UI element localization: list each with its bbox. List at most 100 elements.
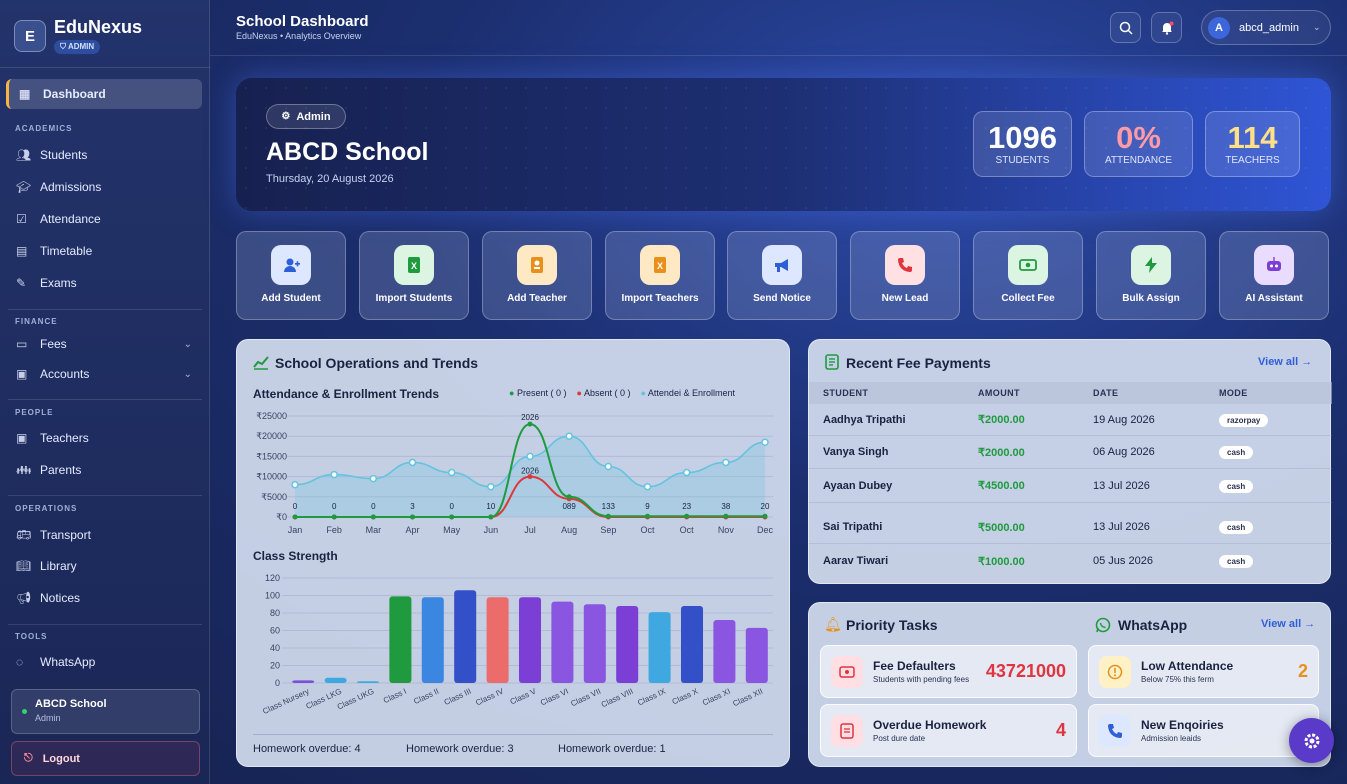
task-subtitle: Post dure date <box>873 734 926 743</box>
import-students-button[interactable]: X Import Students <box>359 231 469 320</box>
sidebar-item-students[interactable]: 👥︎ Students <box>6 140 202 170</box>
enrollment-point <box>369 474 378 483</box>
present-point <box>449 514 455 520</box>
student-name: Aarav Tiwari <box>823 555 889 567</box>
x-tick-label: Jul <box>524 525 536 535</box>
stat-value: 1096 <box>988 120 1057 155</box>
x-tick-label: Sep <box>600 525 616 535</box>
send-notice-button[interactable]: Send Notice <box>727 231 837 320</box>
sidebar-item-label: Exams <box>40 276 77 290</box>
sidebar-item-exams[interactable]: ✎ Exams <box>6 268 202 298</box>
table-row[interactable]: Vanya Singh ₹2000.00 06 Aug 2026 cash <box>809 436 1332 469</box>
sidebar-item-attendance[interactable]: ☑ Attendance <box>6 204 202 234</box>
mode-badge: cash <box>1219 479 1254 493</box>
x-tick-label: Jun <box>484 525 499 535</box>
sidebar-item-notices[interactable]: 📢︎ Notices <box>6 583 202 613</box>
table-icon: ▤ <box>16 244 28 258</box>
sidebar-item-whatsapp[interactable]: ◌ WhatsApp <box>6 647 202 677</box>
task-overdue-homework[interactable]: Overdue Homework Post dure date 4 <box>820 704 1077 757</box>
page-subtitle: EduNexus • Analytics Overview <box>236 31 362 41</box>
x-tick-label: Dec <box>757 525 774 535</box>
sidebar-item-accounts[interactable]: ▣ Accounts ⌄ <box>6 359 202 389</box>
priority-tasks-title: Priority Tasks <box>846 617 938 633</box>
add-student-button[interactable]: Add Student <box>236 231 346 320</box>
data-label: 089 <box>562 502 576 511</box>
sidebar-item-dashboard[interactable]: ▦ Dashboard <box>6 79 202 109</box>
table-row[interactable]: Aadhya Tripathi ₹2000.00 19 Aug 2026 razorp… <box>809 404 1332 436</box>
table-row[interactable]: Sai Tripathi ₹5000.00 13 Jul 2026 cash <box>809 503 1332 544</box>
collect-fee-button[interactable]: Collect Fee <box>973 231 1083 320</box>
search-button[interactable] <box>1110 12 1141 43</box>
users-icon: 👥︎ <box>16 148 32 162</box>
sidebar-item-teachers[interactable]: ▣ Teachers <box>6 423 202 453</box>
user-menu[interactable]: A abcd_admin ⌄ <box>1201 10 1331 45</box>
task-fee-defaulters[interactable]: Fee Defaulters Students with pending fee… <box>820 645 1077 698</box>
notifications-button[interactable] <box>1151 12 1182 43</box>
x-tick-label: Class UKG <box>336 687 376 712</box>
action-label: Import Teachers <box>621 293 699 304</box>
tasks-view-all-link[interactable]: View all → <box>1261 618 1316 630</box>
action-label: Collect Fee <box>1001 293 1055 304</box>
logout-button[interactable]: ⎋ Logout <box>11 741 200 776</box>
stat-teachers[interactable]: 114 TEACHERS <box>1205 111 1300 177</box>
legend-label: Present ( 0 ) <box>516 388 567 398</box>
date: 05 Jus 2026 <box>1093 555 1153 567</box>
task-count: 2 <box>1297 661 1308 681</box>
sidebar: E EduNexus ⛉ ADMIN ▦ Dashboard ACADEMICS … <box>0 0 210 784</box>
task-new-enquiries[interactable]: New Enqoiries Admission leaids <box>1088 704 1319 757</box>
add-teacher-button[interactable]: Add Teacher <box>482 231 592 320</box>
sidebar-item-label: Accounts <box>40 367 90 381</box>
table-header: STUDENT AMOUNT DATE MODE <box>809 382 1332 404</box>
y-tick-label: 100 <box>265 591 280 601</box>
action-label: Import Students <box>375 293 453 304</box>
page-title: School Dashboard <box>236 13 369 30</box>
table-row[interactable]: Aarav Tiwari ₹1000.00 05 Jus 2026 cash <box>809 544 1332 578</box>
x-tick-label: Nov <box>718 525 735 535</box>
data-label: 20 <box>761 502 770 511</box>
x-tick-label: Aug <box>561 525 577 535</box>
mode-badge: razorpay <box>1219 413 1269 427</box>
amount: ₹2000.00 <box>978 446 1025 459</box>
col-student: STUDENT <box>823 388 869 398</box>
sidebar-item-transport[interactable]: 🚌︎ Transport <box>6 520 202 550</box>
sidebar-item-label: Fees <box>40 337 67 351</box>
homework-icon <box>831 715 863 747</box>
family-icon: 👪︎ <box>16 463 32 477</box>
task-low-attendance[interactable]: Low Attendance Below 75% this ferm 2 <box>1088 645 1319 698</box>
current-user-card[interactable]: ABCD School Admin <box>11 689 200 734</box>
ai-assistant-button[interactable]: AI Assistant <box>1219 231 1329 320</box>
sidebar-item-fees[interactable]: ▭ Fees ⌄ <box>6 329 202 359</box>
data-label: 3 <box>410 502 415 511</box>
sidebar-item-label: Students <box>40 148 88 162</box>
present-point <box>488 514 494 520</box>
amount: ₹4500.00 <box>978 480 1025 492</box>
settings-fab-button[interactable] <box>1289 718 1334 763</box>
table-row[interactable]: Ayaan Dubey ₹4500.00 13 Jul 2026 cash <box>809 469 1332 503</box>
sidebar-item-parents[interactable]: 👪︎ Parents <box>6 455 202 485</box>
bar <box>680 606 704 683</box>
enrollment-point <box>291 480 299 489</box>
brand[interactable]: E EduNexus ⛉ ADMIN <box>14 17 142 54</box>
data-label: 10 <box>486 502 495 511</box>
role-label: Admin <box>296 110 331 123</box>
class-strength-title: Class Strength <box>253 549 338 563</box>
top-header: School Dashboard EduNexus • Analytics Ov… <box>210 0 1347 56</box>
stat-attendance[interactable]: 0% ATTENDANCE <box>1084 111 1193 177</box>
present-point <box>762 513 768 519</box>
sidebar-item-library[interactable]: 📖︎ Library <box>6 551 202 581</box>
stat-students[interactable]: 1096 STUDENTS <box>973 111 1072 177</box>
bus-icon: 🚌︎ <box>16 528 32 542</box>
import-teachers-button[interactable]: X Import Teachers <box>605 231 715 320</box>
sidebar-item-timetable[interactable]: ▤ Timetable <box>6 236 202 266</box>
x-tick-label: May <box>443 525 461 535</box>
sidebar-item-admissions[interactable]: 🎓︎ Admissions <box>6 172 202 202</box>
fee-view-all-link[interactable]: View all → <box>1258 356 1313 368</box>
robot-icon <box>1254 245 1294 285</box>
sidebar-item-label: WhatsApp <box>40 655 96 669</box>
y-tick-label: 40 <box>270 643 280 653</box>
action-label: AI Assistant <box>1245 293 1303 304</box>
present-point <box>370 514 376 520</box>
task-title: Low Attendance <box>1141 659 1234 673</box>
bulk-assign-button[interactable]: Bulk Assign <box>1096 231 1206 320</box>
new-lead-button[interactable]: New Lead <box>850 231 960 320</box>
